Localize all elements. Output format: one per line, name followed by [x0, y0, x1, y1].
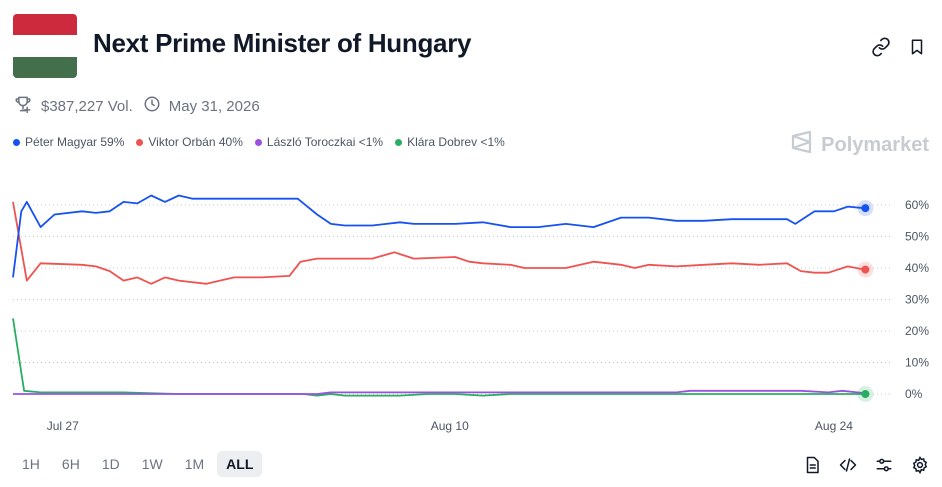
- link-icon[interactable]: [870, 36, 892, 58]
- range-6h-button[interactable]: 6H: [61, 456, 80, 472]
- end-date: May 31, 2026: [143, 95, 260, 117]
- x-tick-label: Aug 24: [815, 419, 853, 433]
- endpoint-marker: [861, 265, 870, 274]
- price-history-chart[interactable]: 0% 10% 20% 30% 40% 50% 60% Jul 27 Aug 10 Aug 24: [0, 180, 942, 440]
- y-tick-label: 60%: [905, 198, 929, 212]
- x-tick-label: Aug 10: [431, 419, 469, 433]
- polymarket-watermark: Polymarket: [791, 130, 929, 160]
- page-title: Next Prime Minister of Hungary: [93, 28, 472, 58]
- endpoint-marker: [861, 204, 870, 213]
- header-actions: [870, 36, 928, 58]
- y-tick-label: 30%: [905, 293, 929, 307]
- legend-label: Péter Magyar 59%: [25, 135, 125, 149]
- volume-text: $387,227 Vol.: [41, 97, 133, 115]
- range-1m-button[interactable]: 1M: [184, 456, 205, 472]
- sliders-icon[interactable]: [875, 456, 893, 479]
- legend-entry-orban: Viktor Orbán 40%: [136, 135, 243, 149]
- series-line-toroczkai[interactable]: [13, 389, 865, 395]
- time-range-selector: 1H 6H 1D 1W 1M ALL: [13, 451, 263, 477]
- hungary-flag-image: [13, 14, 77, 78]
- flag-stripe-red: [13, 14, 77, 36]
- market-meta: $387,227 Vol. May 31, 2026: [13, 94, 270, 118]
- legend-entry-toroczkai: László Toroczkai <1%: [254, 135, 384, 149]
- bookmark-icon[interactable]: [906, 36, 928, 58]
- settings-icon[interactable]: [911, 456, 929, 479]
- legend-dot: [136, 138, 144, 146]
- y-tick-label: 0%: [905, 387, 923, 401]
- clock-icon: [143, 95, 161, 117]
- range-all-button[interactable]: ALL: [217, 451, 263, 477]
- volume-stat: $387,227 Vol.: [13, 94, 133, 118]
- polymarket-logo-icon: [791, 130, 813, 160]
- legend-dot: [395, 138, 403, 146]
- legend-label: László Toroczkai <1%: [266, 135, 384, 149]
- series-line-dobrev[interactable]: [12, 318, 865, 397]
- brand-name: Polymarket: [821, 133, 929, 156]
- y-tick-label: 50%: [905, 230, 929, 244]
- y-tick-label: 10%: [905, 356, 929, 370]
- embed-code-icon[interactable]: [839, 456, 857, 479]
- y-tick-label: 20%: [905, 324, 929, 338]
- chart-legend: Péter Magyar 59% Viktor Orbán 40% László…: [13, 135, 505, 149]
- endpoint-marker: [861, 390, 870, 398]
- series-line-magyar[interactable]: [12, 194, 865, 278]
- range-1h-button[interactable]: 1H: [22, 456, 40, 472]
- y-tick-label: 40%: [905, 261, 929, 275]
- x-tick-label: Jul 27: [47, 419, 79, 433]
- legend-entry-magyar: Péter Magyar 59%: [13, 135, 124, 149]
- end-date-text: May 31, 2026: [168, 97, 260, 115]
- chart-tools: [803, 456, 929, 479]
- flag-stripe-green: [13, 56, 77, 78]
- trophy-icon: [13, 94, 33, 118]
- legend-entry-dobrev: Klára Dobrev <1%: [395, 135, 505, 149]
- range-1d-button[interactable]: 1D: [101, 456, 120, 472]
- range-1w-button[interactable]: 1W: [141, 456, 163, 472]
- legend-label: Viktor Orbán 40%: [148, 135, 243, 149]
- legend-dot: [254, 138, 262, 146]
- legend-dot: [13, 138, 20, 146]
- document-icon[interactable]: [803, 456, 821, 479]
- flag-stripe-white: [13, 35, 77, 57]
- series-line-orbán[interactable]: [12, 201, 865, 285]
- legend-label: Klára Dobrev <1%: [407, 135, 505, 149]
